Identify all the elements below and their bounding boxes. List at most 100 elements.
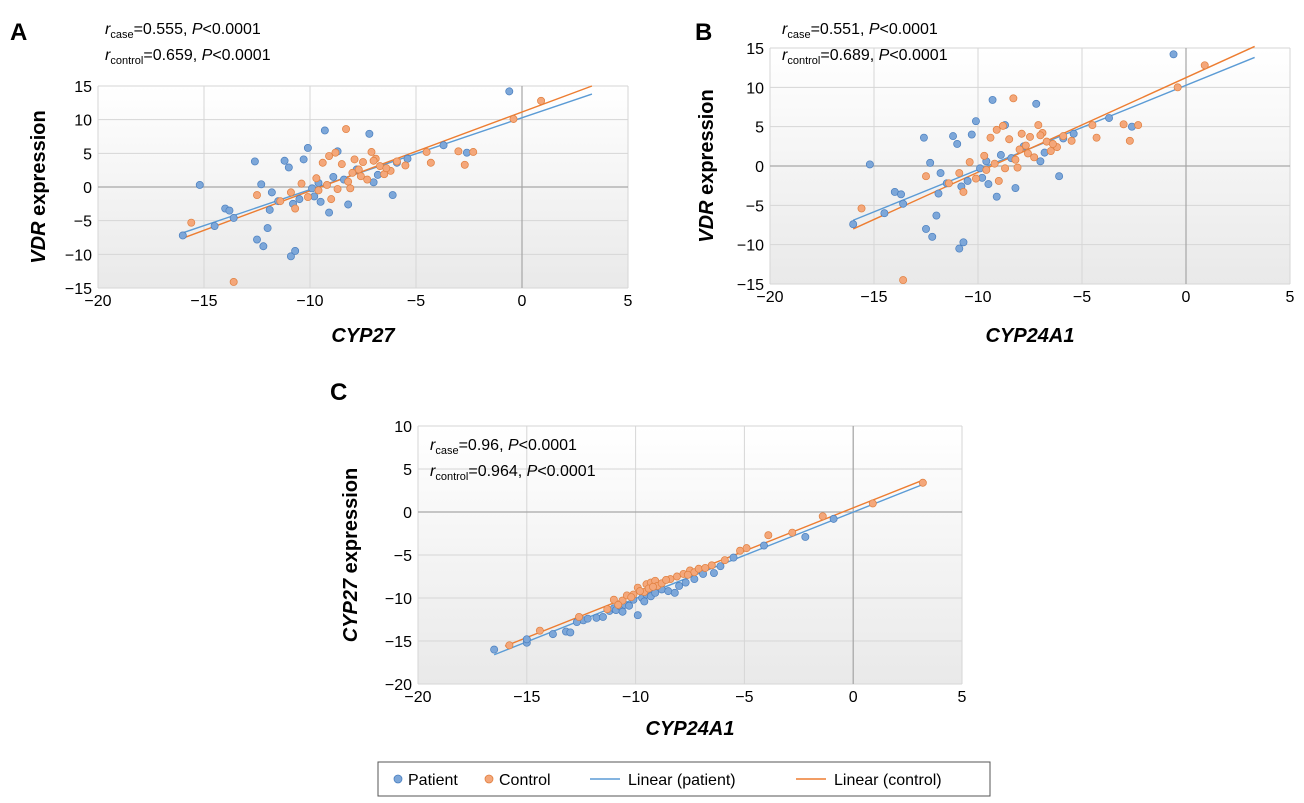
x-tick-label-c: −10	[622, 689, 649, 706]
patient-point-a	[280, 156, 289, 165]
patient-point-c	[664, 587, 673, 596]
trendline-control-a	[182, 85, 593, 239]
patient-point-c	[490, 645, 499, 654]
control-point-a	[297, 179, 306, 188]
x-tick-label-c: −20	[404, 689, 431, 706]
control-point-c	[662, 575, 671, 584]
y-tick-label-b: −5	[746, 198, 764, 215]
control-point-b	[1173, 83, 1182, 92]
control-point-a	[331, 148, 340, 157]
patient-point-b	[959, 238, 968, 247]
control-point-b	[1125, 136, 1134, 145]
control-point-c	[918, 478, 927, 487]
control-point-a	[342, 125, 350, 134]
patient-point-b	[932, 211, 941, 220]
patient-point-b	[1169, 50, 1178, 59]
y-tick-label-c: 5	[403, 462, 412, 479]
patient-point-a	[284, 163, 293, 172]
control-point-b	[1009, 94, 1018, 103]
control-point-c	[788, 528, 797, 537]
x-tick-label-b: 5	[1286, 289, 1295, 306]
control-point-a	[367, 148, 376, 156]
patient-point-b	[1055, 172, 1064, 181]
control-point-b	[1134, 121, 1143, 130]
patient-point-a	[263, 224, 272, 233]
patient-point-a	[505, 87, 514, 96]
control-point-c	[868, 499, 877, 508]
x-axis-label-c: CYP24A1	[646, 718, 735, 740]
patient-point-b	[849, 220, 858, 229]
x-tick-label-a: 0	[518, 293, 527, 310]
control-point-c	[720, 556, 729, 565]
annotation-case-b: rcase=0.551, P<0.0001	[782, 21, 938, 41]
patient-point-b	[926, 158, 935, 167]
control-point-b	[922, 172, 930, 181]
control-point-a	[276, 197, 285, 206]
control-point-c	[818, 512, 827, 521]
y-axis-label-c: CYP27 expression	[340, 468, 362, 643]
control-point-b	[1023, 149, 1032, 158]
patient-point-c	[716, 562, 725, 571]
control-point-b	[1048, 140, 1057, 148]
control-point-a	[286, 188, 295, 197]
patient-point-a	[178, 231, 187, 240]
control-point-b	[857, 204, 866, 213]
x-tick-label-a: −10	[296, 293, 323, 310]
patient-point-b	[936, 169, 945, 178]
y-tick-label-b: 5	[755, 120, 764, 137]
patient-point-a	[267, 188, 276, 197]
control-point-b	[986, 133, 995, 142]
y-tick-label-a: −10	[65, 247, 92, 264]
patient-point-a	[195, 181, 204, 189]
control-point-c	[701, 563, 710, 572]
trendline-patient-a	[182, 93, 593, 234]
x-tick-label-c: −15	[513, 689, 540, 706]
control-point-b	[1092, 133, 1101, 142]
y-tick-label-a: 10	[74, 113, 92, 130]
annotation-control-c: rcontrol=0.964, P<0.0001	[430, 463, 596, 483]
trendline-control-b	[852, 45, 1255, 230]
control-point-a	[356, 172, 365, 181]
control-point-a	[369, 156, 378, 165]
patient-point-a	[344, 200, 353, 209]
y-tick-label-c: 0	[403, 505, 412, 522]
y-tick-label-a: 5	[83, 146, 92, 163]
x-axis-label-b: CYP24A1	[986, 325, 1075, 347]
patient-point-a	[303, 143, 312, 152]
patient-point-b	[992, 192, 1001, 201]
patient-point-c	[760, 541, 768, 550]
control-point-b	[965, 158, 974, 167]
y-tick-label-a: −15	[65, 281, 92, 298]
patient-point-c	[618, 607, 627, 616]
tick-labels-c: −20 −15 −10 −5 0 5 10 −20 −15 −10 −5 0 5	[385, 419, 967, 706]
patient-point-c	[709, 569, 718, 578]
chart-panel-c: C −20 −15 −10 −5 0 5 10 −20 −15 −10 −5 0 5 CYP24A1 C…	[330, 379, 967, 740]
patient-point-b	[984, 180, 993, 189]
annotation-control-a: rcontrol=0.659, P<0.0001	[105, 47, 271, 67]
x-tick-label-b: −20	[756, 289, 783, 306]
patient-point-c	[670, 588, 679, 597]
annotation-case-a: rcase=0.555, P<0.0001	[105, 21, 261, 41]
control-point-a	[382, 164, 391, 173]
control-point-a	[344, 177, 353, 186]
patient-point-b	[880, 209, 889, 218]
panel-label-b: B	[695, 19, 712, 46]
control-point-b	[1119, 120, 1128, 129]
legend-patient-marker	[393, 774, 403, 784]
control-point-b	[1026, 132, 1034, 141]
patient-point-a	[388, 191, 397, 200]
patient-point-c	[681, 578, 690, 587]
control-point-c	[672, 572, 681, 581]
y-axis-label-b: VDR expression	[696, 89, 718, 242]
patient-point-b	[996, 151, 1005, 159]
control-point-a	[333, 185, 342, 193]
patient-point-a	[229, 214, 238, 222]
control-point-b	[1017, 129, 1026, 138]
control-point-a	[337, 160, 346, 169]
control-point-a	[303, 193, 312, 202]
control-point-a	[346, 184, 355, 193]
x-tick-label-a: −5	[407, 293, 425, 310]
